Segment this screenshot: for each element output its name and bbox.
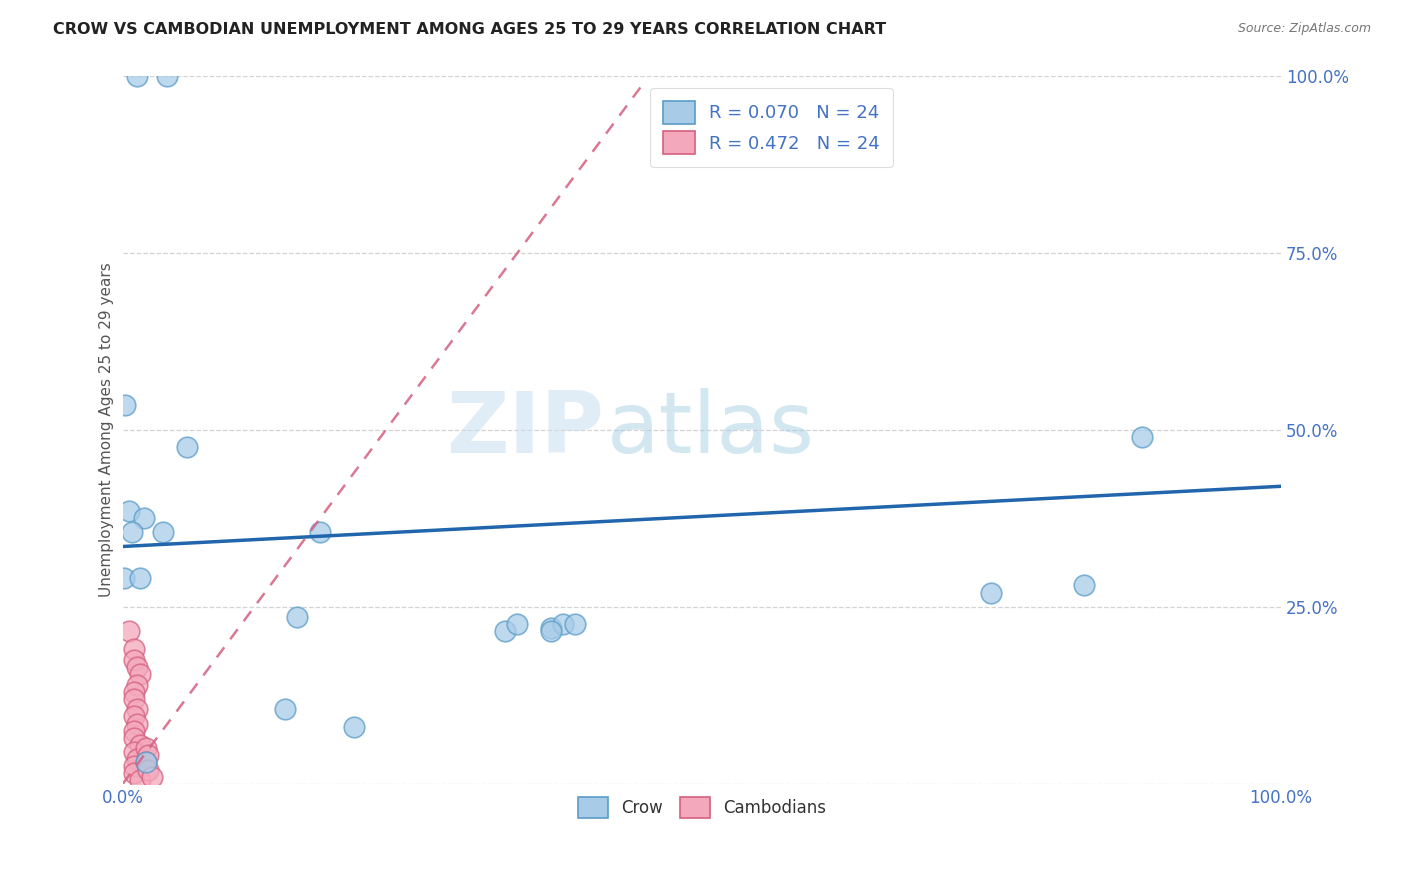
Point [135, 756, 157, 770]
Point [980, 585, 1002, 599]
Text: Source: ZipAtlas.com: Source: ZipAtlas.com [1237, 22, 1371, 36]
Point [129, 667, 152, 681]
Point [124, 731, 146, 745]
Point [124, 684, 146, 698]
Point [136, 763, 159, 777]
Point [135, 756, 157, 770]
Point [135, 741, 157, 756]
Point [308, 525, 330, 540]
Point [125, 677, 148, 691]
Y-axis label: Unemployment Among Ages 25 to 29 years: Unemployment Among Ages 25 to 29 years [100, 262, 114, 597]
Point [129, 738, 152, 752]
Point [129, 773, 152, 788]
Point [124, 691, 146, 706]
Point [285, 610, 308, 624]
Point [152, 525, 174, 540]
Text: ZIP: ZIP [446, 388, 603, 471]
Point [551, 617, 574, 632]
Point [117, 624, 139, 639]
Point [124, 709, 146, 723]
Point [125, 660, 148, 674]
Point [343, 720, 366, 734]
Point [124, 759, 146, 773]
Point [494, 624, 516, 639]
Point [141, 770, 163, 784]
Point [114, 398, 136, 412]
Point [540, 624, 562, 639]
Point [136, 748, 159, 763]
Point [124, 723, 146, 738]
Point [124, 745, 146, 759]
Point [124, 642, 146, 657]
Point [125, 752, 148, 766]
Point [1130, 430, 1153, 444]
Text: CROW VS CAMBODIAN UNEMPLOYMENT AMONG AGES 25 TO 29 YEARS CORRELATION CHART: CROW VS CAMBODIAN UNEMPLOYMENT AMONG AGE… [53, 22, 887, 37]
Point [156, 69, 179, 83]
Point [125, 716, 148, 731]
Point [124, 766, 146, 780]
Point [125, 69, 148, 83]
Legend: Crow, Cambodians: Crow, Cambodians [571, 790, 832, 825]
Point [125, 702, 148, 716]
Point [112, 571, 135, 585]
Point [132, 511, 155, 525]
Point [1073, 578, 1095, 592]
Text: atlas: atlas [607, 388, 815, 471]
Point [505, 617, 527, 632]
Point [129, 571, 152, 585]
Point [117, 504, 139, 518]
Point [121, 525, 143, 540]
Point [176, 440, 198, 454]
Point [124, 653, 146, 667]
Point [540, 621, 562, 635]
Point [274, 702, 297, 716]
Point [564, 617, 586, 632]
